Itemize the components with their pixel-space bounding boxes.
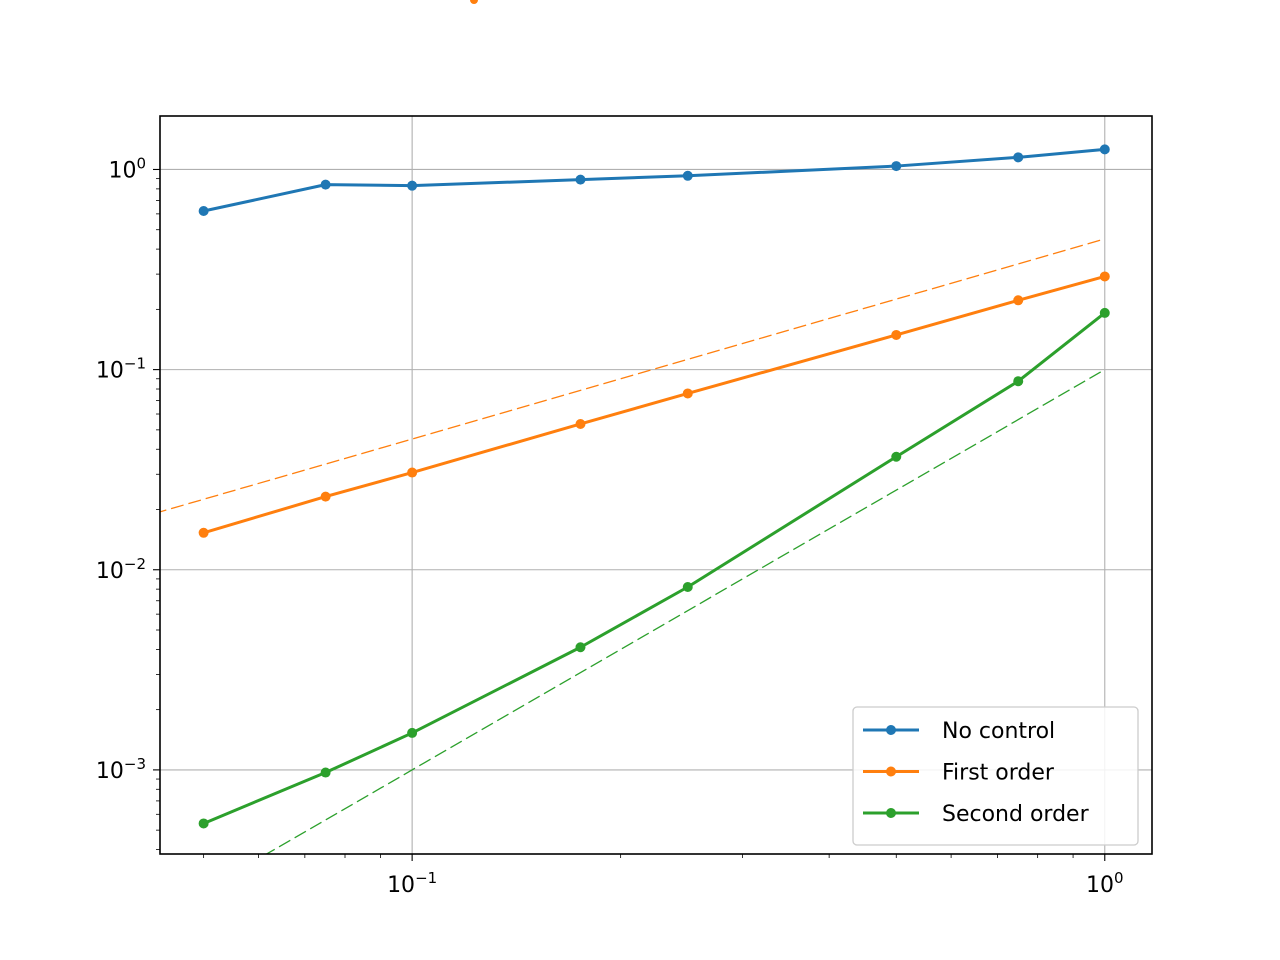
data-point	[1099, 271, 1110, 282]
series-line	[203, 147, 1105, 213]
axis-ticks: 10−1 100 10−3 10−2 10−1 100	[96, 154, 1124, 898]
legend-swatch-marker	[886, 808, 896, 818]
legend-box	[852, 706, 1139, 846]
series-line	[203, 275, 1106, 535]
data-point	[1099, 307, 1110, 318]
data-point	[1013, 295, 1024, 306]
data-point	[1099, 144, 1110, 155]
y-tick-label: 100	[108, 154, 146, 183]
data-point	[682, 388, 693, 399]
data-point	[320, 491, 331, 502]
data-point	[891, 161, 902, 172]
data-point	[407, 467, 418, 478]
data-point	[198, 527, 209, 538]
data-point	[575, 642, 586, 653]
data-point	[891, 451, 902, 462]
data-point	[891, 329, 902, 340]
reference-lines	[160, 238, 1106, 854]
data-point	[575, 174, 586, 185]
data-point	[198, 818, 209, 829]
data-point	[320, 767, 331, 778]
data-point	[407, 727, 418, 738]
data-point	[1013, 376, 1024, 387]
data-point	[407, 180, 418, 191]
x-tick-label: 100	[1086, 869, 1124, 898]
legend-swatch-marker	[886, 725, 896, 735]
legend-swatch-marker	[886, 766, 896, 777]
reference-slope-line	[265, 369, 1106, 854]
legend-label: Second order	[942, 802, 1090, 827]
data-series	[198, 144, 1110, 829]
y-tick-label: 10−2	[96, 555, 146, 584]
data-point	[198, 206, 209, 217]
stray-orange-marker	[470, 0, 478, 4]
data-point	[320, 179, 331, 190]
reference-slope-line	[160, 238, 1105, 513]
data-point	[1013, 152, 1024, 163]
data-point	[682, 170, 693, 181]
legend: No control First order Second order	[852, 706, 1139, 846]
data-point	[575, 418, 586, 429]
legend-label: No control	[942, 719, 1055, 744]
y-tick-label: 10−3	[96, 755, 146, 784]
plot-frame	[159, 115, 1153, 855]
series-line	[203, 311, 1106, 825]
y-tick-label: 10−1	[96, 355, 146, 384]
legend-label: First order	[942, 761, 1055, 786]
x-tick-label: 10−1	[387, 869, 437, 898]
data-point	[682, 582, 693, 593]
